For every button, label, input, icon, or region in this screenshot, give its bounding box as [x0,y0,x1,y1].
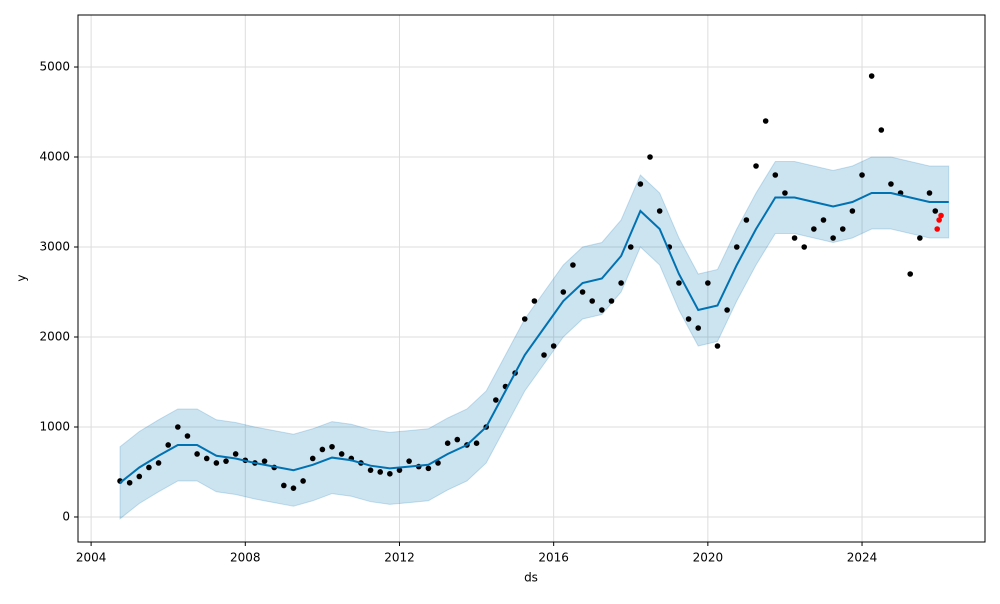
observed-point [570,262,576,268]
observed-point [618,280,624,286]
y-tick-label: 0 [62,509,70,523]
observed-point [926,190,933,196]
recent-point [934,226,941,232]
observed-point [435,460,441,466]
observed-point [589,298,596,304]
observed-point [367,467,374,473]
observed-point [685,316,692,322]
x-tick-label: 2024 [847,551,878,565]
observed-point [782,190,788,196]
observed-point [213,460,220,466]
observed-point [521,316,528,322]
y-tick-label: 2000 [39,329,70,343]
recent-point [938,212,944,219]
observed-point [791,235,798,241]
observed-point [743,217,750,223]
observed-point [676,280,682,286]
y-tick-label: 1000 [39,419,70,433]
observed-point [839,226,846,232]
observed-point [753,163,759,169]
observed-point [232,451,239,457]
observed-point [387,470,393,477]
observed-point [300,478,306,484]
observed-point [425,465,432,472]
observed-point [656,208,663,214]
observed-point [146,464,152,471]
x-tick-label: 2016 [538,551,569,565]
observed-point [801,244,808,250]
observed-point [849,208,856,214]
observed-point [932,208,939,214]
y-tick-label: 5000 [39,60,70,74]
observed-point [126,479,133,486]
observed-point [907,271,914,277]
observed-point [608,298,615,304]
y-tick-label: 4000 [39,150,70,164]
observed-point [184,433,191,439]
observed-point [194,451,200,457]
observed-point [541,352,547,358]
observed-point [599,307,605,313]
observed-point [290,485,297,491]
observed-point [560,289,567,295]
observed-point [175,424,181,430]
observed-point [550,343,557,349]
observed-point [714,343,721,349]
observed-point [695,325,702,331]
observed-point [733,244,740,250]
observed-point [281,482,287,489]
observed-point [444,440,451,446]
y-axis-label: y [15,274,29,281]
observed-point [868,73,875,79]
observed-point [396,467,403,473]
observed-point [377,469,384,475]
observed-point [859,172,865,178]
observed-point [338,451,345,457]
forecast-line [119,192,949,484]
observed-point [155,460,162,466]
plot-frame [77,14,986,543]
observed-point [223,458,229,464]
x-tick-label: 2020 [693,551,724,565]
observed-point [762,118,769,124]
observed-point [724,307,730,313]
observed-point [705,280,711,286]
observed-point [820,217,827,223]
observed-point [637,181,644,187]
observed-point [579,289,586,295]
observed-point [136,473,143,480]
observed-point [454,436,461,443]
observed-point [627,244,634,250]
observed-point [647,154,653,160]
x-tick-label: 2004 [76,551,107,565]
observed-point [772,172,779,178]
uncertainty-band [119,156,950,520]
y-tick-label: 3000 [39,240,70,254]
observed-point [309,455,316,462]
recent-point [936,217,942,223]
observed-point [888,181,894,187]
observed-point [261,458,268,464]
observed-point [165,442,171,448]
observed-point [493,397,499,403]
x-tick-label: 2012 [384,551,415,565]
observed-point [531,298,538,304]
observed-point [811,226,817,232]
observed-point [319,446,326,453]
observed-point [406,458,412,464]
observed-point [878,127,885,133]
observed-point [473,440,480,446]
x-axis-label: ds [524,571,538,585]
observed-point [917,235,923,241]
x-tick-label: 2008 [230,551,261,565]
observed-point [830,235,836,241]
observed-point [203,455,210,462]
observed-point [329,443,335,450]
